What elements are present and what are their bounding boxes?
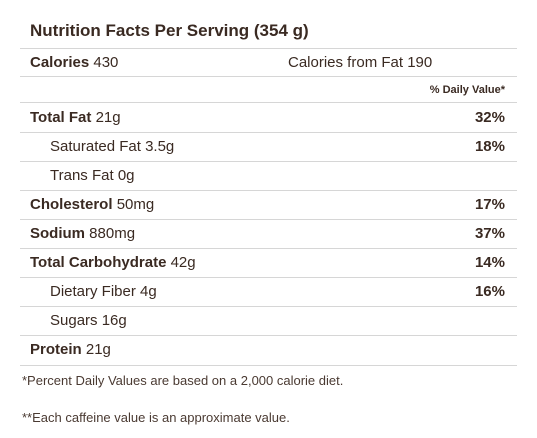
calories-label-group: Calories 430	[30, 54, 118, 71]
nutrient-amount: 21g	[85, 341, 111, 358]
nutrient-name: Saturated Fat	[50, 138, 141, 155]
nutrient-row-protein: Protein 21g	[20, 335, 517, 365]
nutrition-title: Nutrition Facts Per Serving (354 g)	[30, 21, 309, 40]
nutrient-label: Protein 21g	[30, 341, 111, 358]
nutrient-label: Sugars 16g	[50, 312, 127, 329]
daily-value-header-row: % Daily Value*	[20, 76, 517, 102]
nutrient-percent: 17%	[474, 196, 505, 213]
nutrient-amount: 4g	[140, 283, 157, 300]
nutrient-percent: 18%	[474, 138, 505, 155]
nutrient-row-cholesterol: Cholesterol 50mg 17%	[20, 190, 517, 219]
nutrient-name: Protein	[30, 341, 82, 358]
nutrient-name: Dietary Fiber	[50, 283, 136, 300]
nutrient-label: Trans Fat 0g	[50, 167, 135, 184]
calories-value: 430	[93, 54, 119, 71]
nutrient-name: Trans Fat	[50, 167, 114, 184]
nutrient-label: Total Carbohydrate 42g	[30, 254, 196, 271]
nutrient-name: Total Fat	[30, 109, 92, 126]
nutrient-name: Sodium	[30, 225, 85, 242]
calories-label: Calories	[30, 54, 90, 71]
nutrient-row-trans-fat: Trans Fat 0g	[20, 161, 517, 190]
nutrient-percent: 16%	[474, 283, 505, 300]
nutrient-row-sodium: Sodium 880mg 37%	[20, 219, 517, 248]
nutrient-amount: 880mg	[89, 225, 136, 242]
calories-row: Calories 430 Calories from Fat 190	[20, 48, 517, 76]
nutrient-name: Sugars	[50, 312, 98, 329]
nutrient-label: Saturated Fat 3.5g	[50, 138, 174, 155]
calories-from-fat-group: Calories from Fat 190	[288, 54, 432, 71]
calories-from-fat-label: Calories from Fat	[288, 54, 404, 71]
table-bottom-divider	[20, 365, 517, 366]
nutrient-label: Total Fat 21g	[30, 109, 121, 126]
nutrient-row-total-fat: Total Fat 21g 32%	[20, 102, 517, 132]
nutrient-label: Sodium 880mg	[30, 225, 135, 242]
nutrient-row-saturated-fat: Saturated Fat 3.5g 18%	[20, 132, 517, 161]
nutrition-title-row: Nutrition Facts Per Serving (354 g)	[20, 18, 517, 48]
nutrient-label: Dietary Fiber 4g	[50, 283, 157, 300]
nutrient-name: Cholesterol	[30, 196, 113, 213]
footnote-daily-value: *Percent Daily Values are based on a 2,0…	[22, 373, 344, 388]
nutrient-amount: 0g	[117, 167, 135, 184]
nutrient-row-sugars: Sugars 16g	[20, 306, 517, 335]
nutrient-percent: 32%	[474, 109, 505, 126]
footnote-caffeine: **Each caffeine value is an approximate …	[22, 410, 290, 425]
calories-from-fat-value: 190	[407, 54, 433, 71]
nutrient-percent: 37%	[474, 225, 505, 242]
nutrient-amount: 42g	[170, 254, 196, 271]
nutrient-amount: 16g	[101, 312, 127, 329]
nutrient-amount: 50mg	[116, 196, 155, 213]
nutrient-row-total-carbohydrate: Total Carbohydrate 42g 14%	[20, 248, 517, 277]
nutrient-amount: 3.5g	[145, 138, 175, 155]
nutrient-row-dietary-fiber: Dietary Fiber 4g 16%	[20, 277, 517, 306]
nutrient-label: Cholesterol 50mg	[30, 196, 154, 213]
nutrient-amount: 21g	[95, 109, 121, 126]
nutrient-percent: 14%	[474, 254, 505, 271]
daily-value-header: % Daily Value*	[429, 84, 505, 96]
nutrient-name: Total Carbohydrate	[30, 254, 167, 271]
